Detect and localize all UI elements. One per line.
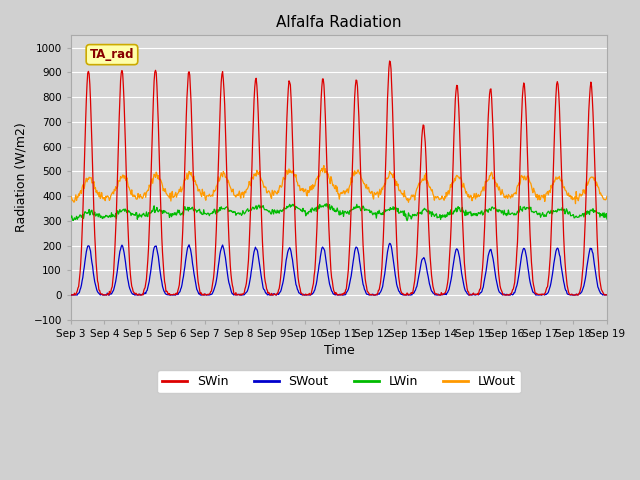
X-axis label: Time: Time [324,344,355,357]
Title: Alfalfa Radiation: Alfalfa Radiation [276,15,402,30]
Y-axis label: Radiation (W/m2): Radiation (W/m2) [15,123,28,232]
Legend: SWin, SWout, LWin, LWout: SWin, SWout, LWin, LWout [157,370,521,393]
Text: TA_rad: TA_rad [90,48,134,61]
